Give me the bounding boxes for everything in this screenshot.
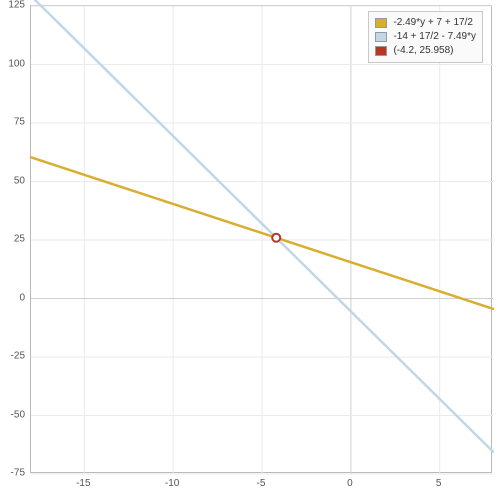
legend-label: -2.49*y + 7 + 17/2 [393,16,473,30]
x-tick-label: 0 [347,478,353,489]
gridlines [31,6,493,474]
legend-label: -14 + 17/2 - 7.49*y [393,30,476,44]
chart-frame: -2.49*y + 7 + 17/2-14 + 17/2 - 7.49*y(-4… [0,0,500,501]
legend-item: -2.49*y + 7 + 17/2 [375,16,476,30]
y-tick-label: -50 [11,409,25,420]
x-tick-label: -15 [76,478,90,489]
legend-label: (-4.2, 25.958) [393,44,453,58]
y-tick-label: 50 [14,175,25,186]
legend-swatch [375,32,387,42]
y-tick-label: 25 [14,234,25,245]
y-tick-label: 100 [8,58,25,69]
x-tick-label: -10 [165,478,179,489]
y-tick-label: -25 [11,351,25,362]
series-point [272,234,280,242]
chart-svg [31,6,493,474]
legend-swatch [375,18,387,28]
x-tick-label: -5 [257,478,266,489]
legend-item: -14 + 17/2 - 7.49*y [375,30,476,44]
y-tick-label: -75 [11,468,25,479]
y-tick-label: 0 [19,292,25,303]
legend-swatch [375,46,387,56]
plot-area: -2.49*y + 7 + 17/2-14 + 17/2 - 7.49*y(-4… [30,5,492,473]
legend: -2.49*y + 7 + 17/2-14 + 17/2 - 7.49*y(-4… [368,11,483,63]
legend-item: (-4.2, 25.958) [375,44,476,58]
y-tick-label: 75 [14,117,25,128]
y-tick-label: 125 [8,0,25,11]
x-tick-label: 5 [436,478,442,489]
